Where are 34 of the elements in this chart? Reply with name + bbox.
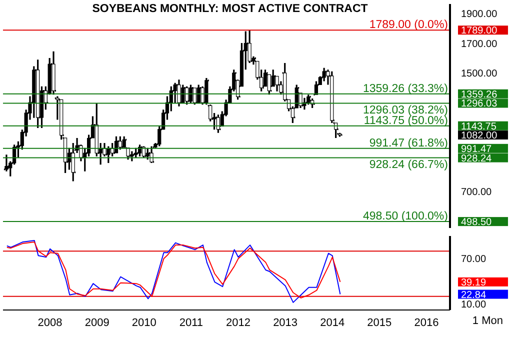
x-tick-label: 2010 xyxy=(132,316,156,329)
y-tick-label: 1359.26 xyxy=(461,89,498,100)
y-tick-label: 10.00 xyxy=(461,299,486,310)
y-tick-label: 70.00 xyxy=(461,254,486,266)
y-tick-label: 1500.00 xyxy=(461,68,498,80)
x-tick-label: 2014 xyxy=(320,316,345,329)
x-tick-label: 2009 xyxy=(84,316,110,329)
ref-line-label: 498.50 (100.0%) xyxy=(362,210,448,223)
x-tick-label: 2012 xyxy=(226,316,251,329)
ref-line-label: 1789.00 (0.0%) xyxy=(369,19,448,32)
x-tick-label: 2011 xyxy=(179,316,204,329)
ref-line-label: 928.24 (66.7%) xyxy=(369,158,448,171)
ref-line-label: 1143.75 (50.0%) xyxy=(364,114,448,127)
y-tick-label: 991.47 xyxy=(461,144,492,155)
y-tick-label: 39.19 xyxy=(461,277,486,288)
x-tick-label: 2013 xyxy=(273,316,298,329)
y-tick-label: 928.24 xyxy=(461,153,492,164)
ref-line-label: 1359.26 (33.3%) xyxy=(362,82,448,95)
ref-line-label: 991.47 (61.8%) xyxy=(369,137,448,150)
text: 1 Mon xyxy=(472,315,503,327)
y-tick-label: 1900.00 xyxy=(461,9,498,20)
chart-title: SOYBEANS MONTHLY: MOST ACTIVE CONTRACT xyxy=(91,3,369,15)
y-tick-label: 1789.00 xyxy=(461,26,498,37)
x-tick-label: 2008 xyxy=(38,316,62,329)
x-tick-label: 2015 xyxy=(367,316,392,329)
y-tick-label: 1700.00 xyxy=(461,38,498,50)
y-tick-label: 498.50 xyxy=(461,217,492,228)
y-tick-label: 1296.03 xyxy=(461,98,498,110)
y-tick-label: 22.84 xyxy=(461,290,486,301)
ref-line-label: 1296.03 (38.2%) xyxy=(362,104,448,116)
x-tick-label: 2016 xyxy=(414,316,439,329)
y-tick-label: 1082.00 xyxy=(461,130,498,142)
y-tick-label: 700.00 xyxy=(461,187,492,198)
y-tick-label: 1143.75 xyxy=(461,121,497,132)
